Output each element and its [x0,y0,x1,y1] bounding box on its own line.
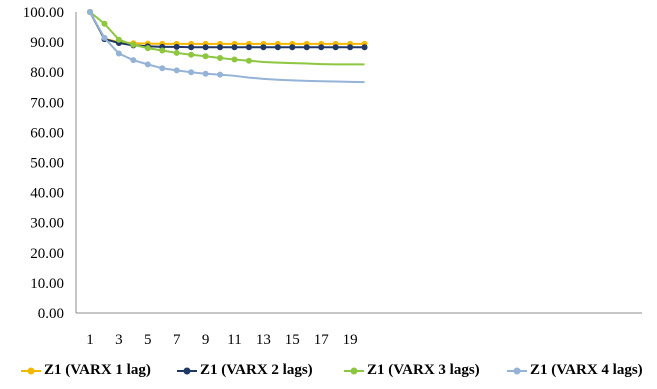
y-tick-label: 50.00 [30,156,64,172]
data-point [144,45,151,52]
data-point [115,36,122,43]
y-tick-label: 80.00 [30,65,64,81]
data-point [173,43,180,50]
legend-item: Z1 (VARX 2 lags) [176,362,313,379]
legend-marker-icon [21,367,41,374]
data-point [231,56,238,63]
data-point [245,44,252,51]
x-tick-label: 13 [256,332,271,348]
data-point [101,20,108,27]
x-tick-label: 9 [202,332,210,348]
x-tick-label: 11 [227,332,241,348]
x-axis: 1 3 5 7 9 11 13 15 17 19 [76,312,642,348]
data-point [173,49,180,56]
data-point [245,57,252,64]
legend-label: Z1 (VARX 1 lag) [44,362,151,378]
legend-label: Z1 (VARX 4 lags) [530,362,643,378]
plot-area [87,9,368,84]
data-point [188,44,195,51]
y-axis: 0.00 10.00 20.00 30.00 40.00 50.00 60.00 70.00 8… [23,5,77,322]
legend-label: Z1 (VARX 3 lags) [367,362,480,378]
data-point [289,44,296,51]
legend-marker-dot [27,367,35,374]
data-point [217,55,224,62]
legend-marker-icon [177,367,197,374]
data-point [318,44,325,51]
data-point [202,70,209,77]
legend-marker-dot [513,367,521,374]
y-tick-label: 10.00 [30,276,64,292]
data-point [130,57,137,64]
x-tick-label: 3 [115,332,123,348]
y-tick-label: 40.00 [30,186,64,202]
line-chart: 0.00 10.00 20.00 30.00 40.00 50.00 60.00 70.00 8… [23,5,642,348]
data-point [115,50,122,57]
x-tick-label: 15 [285,332,300,348]
data-point [217,44,224,51]
x-tick-label: 7 [173,332,181,348]
y-tick-label: 30.00 [30,216,64,232]
data-point [159,65,166,72]
series-line [89,11,365,45]
x-tick-label: 17 [314,332,330,348]
y-tick-label: 20.00 [30,246,64,262]
legend-marker-icon [507,367,527,374]
y-tick-label: 100.00 [23,5,64,21]
data-point [260,44,267,51]
data-point [202,53,209,60]
data-point [332,44,339,51]
data-point [231,44,238,51]
series-line [89,11,365,66]
x-tick-label: 5 [144,332,152,348]
y-tick-label: 0.00 [38,306,64,322]
series-3 [87,9,365,66]
data-point [361,44,368,51]
y-tick-label: 70.00 [30,95,64,111]
data-point [159,47,166,54]
legend-marker-icon [344,367,364,374]
data-point [173,67,180,74]
legend-marker-dot [350,367,358,374]
legend-item: Z1 (VARX 4 lags) [506,362,643,379]
series-1 [87,9,368,47]
data-point [188,51,195,58]
data-point [347,44,354,51]
legend-item: Z1 (VARX 3 lags) [343,362,480,379]
x-tick-label: 19 [343,332,358,348]
data-point [101,34,108,41]
legend-marker-dot [183,367,191,374]
data-point [130,41,137,48]
y-tick-label: 90.00 [30,35,64,51]
legend-label: Z1 (VARX 2 lags) [200,362,313,378]
y-tick-label: 60.00 [30,125,64,141]
x-tick-label: 1 [86,332,94,348]
data-point [303,44,310,51]
series-4 [87,9,365,84]
data-point [188,69,195,76]
legend-item: Z1 (VARX 1 lag) [20,362,151,379]
data-point [87,9,93,15]
data-point [144,61,151,68]
data-point [217,71,224,78]
data-point [202,44,209,51]
data-point [274,44,281,51]
